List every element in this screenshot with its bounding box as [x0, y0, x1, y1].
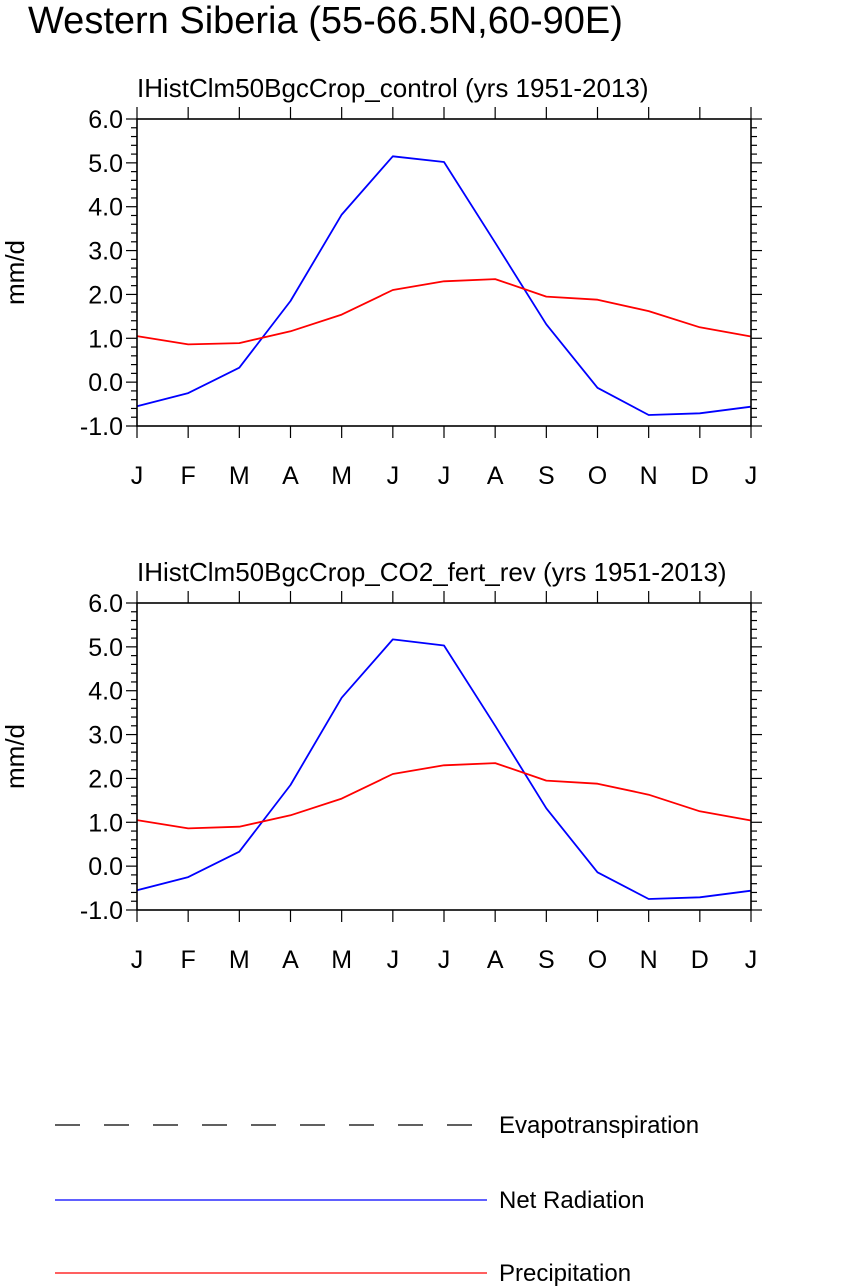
x-tick-label: N	[640, 462, 658, 490]
y-tick-label: 6.0	[88, 590, 123, 618]
x-tick-label: A	[487, 462, 504, 490]
x-tick-label: J	[745, 946, 758, 974]
legend: Evapotranspiration Net Radiation Precipita…	[55, 1112, 699, 1287]
x-tick-label: M	[229, 462, 250, 490]
plot-frame	[136, 118, 752, 427]
x-tick-label: F	[181, 946, 196, 974]
y-tick-label: 2.0	[88, 281, 123, 309]
y-tick-label: 6.0	[88, 106, 123, 134]
y-tick-label: 4.0	[88, 678, 123, 706]
panel-title: IHistClm50BgcCrop_control (yrs 1951-2013…	[137, 73, 649, 103]
x-tick-label: A	[487, 946, 504, 974]
panel-title: IHistClm50BgcCrop_CO2_fert_rev (yrs 1951…	[137, 557, 727, 587]
x-tick-label: J	[438, 462, 451, 490]
x-tick-label: J	[387, 946, 400, 974]
x-tick-label: O	[588, 462, 607, 490]
y-tick-label: 5.0	[88, 150, 123, 178]
y-tick-label: -1.0	[80, 413, 123, 441]
y-tick-label: 4.0	[88, 194, 123, 222]
y-tick-label: 5.0	[88, 634, 123, 662]
y-tick-label: 1.0	[88, 809, 123, 837]
x-tick-label: J	[745, 462, 758, 490]
x-tick-label: F	[181, 462, 196, 490]
x-tick-label: S	[538, 946, 555, 974]
x-tick-label: J	[131, 946, 144, 974]
x-tick-label: M	[229, 946, 250, 974]
x-tick-label: M	[331, 462, 352, 490]
series-line-net-radiation	[136, 638, 752, 900]
legend-label-precipitation: Precipitation	[499, 1260, 631, 1287]
x-tick-label: S	[538, 462, 555, 490]
series-line-precipitation	[136, 762, 752, 830]
x-tick-label: A	[282, 946, 299, 974]
y-tick-label: 0.0	[88, 369, 123, 397]
y-axis-label: mm/d	[0, 240, 30, 305]
y-tick-label: 1.0	[88, 325, 123, 353]
x-tick-label: J	[131, 462, 144, 490]
x-tick-label: J	[438, 946, 451, 974]
y-tick-label: 2.0	[88, 765, 123, 793]
y-axis-label: mm/d	[0, 724, 30, 789]
series-line-precipitation	[136, 278, 752, 346]
series-line-net-radiation	[136, 155, 752, 416]
x-tick-label: D	[691, 462, 709, 490]
x-tick-label: D	[691, 946, 709, 974]
x-tick-label: M	[331, 946, 352, 974]
chart-panel-control: IHistClm50BgcCrop_control (yrs 1951-2013…	[0, 73, 762, 490]
x-tick-label: N	[640, 946, 658, 974]
x-tick-label: J	[387, 462, 400, 490]
legend-label-net-radiation: Net Radiation	[499, 1187, 644, 1214]
x-tick-label: A	[282, 462, 299, 490]
plot-frame	[136, 602, 752, 911]
y-tick-label: 3.0	[88, 722, 123, 750]
chart-panel-co2-fert-rev: IHistClm50BgcCrop_CO2_fert_rev (yrs 1951…	[0, 557, 762, 974]
figure-title: Western Siberia (55-66.5N,60-90E)	[28, 0, 623, 42]
y-tick-label: -1.0	[80, 897, 123, 925]
legend-label-evapotranspiration: Evapotranspiration	[499, 1112, 699, 1139]
y-tick-label: 0.0	[88, 853, 123, 881]
y-tick-label: 3.0	[88, 238, 123, 266]
x-tick-label: O	[588, 946, 607, 974]
